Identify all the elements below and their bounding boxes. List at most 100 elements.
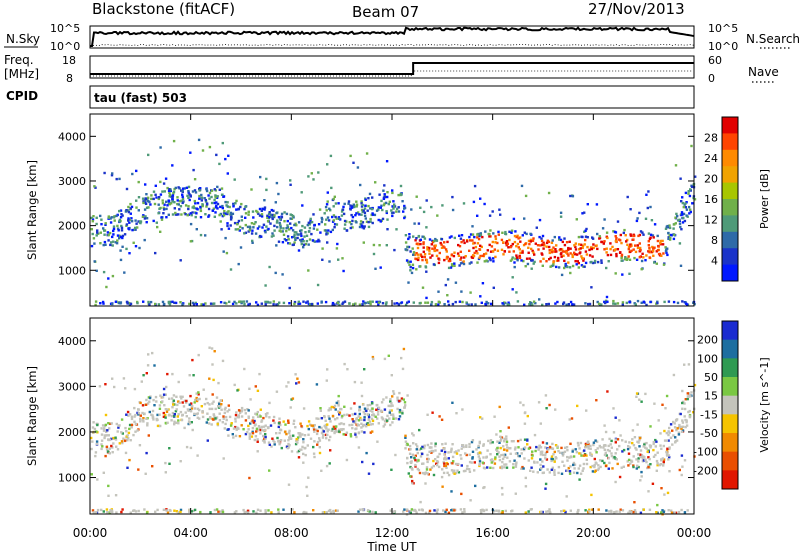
heatmap-cell	[610, 452, 613, 455]
heatmap-cell	[307, 476, 310, 479]
heatmap-cell	[411, 263, 415, 266]
heatmap-cell	[221, 359, 225, 363]
heatmap-cell	[300, 191, 303, 194]
heatmap-cell	[551, 250, 554, 253]
heatmap-cell	[225, 418, 228, 422]
heatmap-cell	[438, 251, 441, 255]
heatmap-cell	[287, 483, 291, 486]
nsky-label: N.Sky	[6, 32, 40, 46]
heatmap-cell	[647, 464, 650, 467]
heatmap-cell	[649, 425, 652, 428]
heatmap-cell	[468, 460, 472, 464]
heatmap-cell	[436, 508, 439, 511]
heatmap-cell	[452, 254, 456, 258]
heatmap-cell	[499, 466, 502, 469]
heatmap-cell	[526, 439, 529, 442]
heatmap-cell	[613, 455, 616, 459]
heatmap-cell	[559, 238, 563, 242]
heatmap-cell	[226, 410, 229, 413]
heatmap-cell	[620, 259, 623, 262]
heatmap-cell	[272, 439, 275, 442]
heatmap-cell	[391, 191, 394, 195]
heatmap-cell	[680, 200, 683, 203]
heatmap-cell	[357, 446, 361, 449]
heatmap-cell	[115, 214, 118, 218]
heatmap-cell	[341, 302, 344, 305]
heatmap-cell	[162, 415, 166, 418]
heatmap-cell	[164, 416, 167, 419]
heatmap-cell	[520, 448, 523, 451]
heatmap-cell	[548, 445, 552, 449]
heatmap-cell	[552, 264, 555, 267]
heatmap-cell	[149, 300, 153, 304]
heatmap-cell	[634, 250, 638, 254]
heatmap-cell	[170, 195, 173, 198]
heatmap-cell	[352, 203, 355, 206]
heatmap-cell	[501, 457, 505, 461]
heatmap-cell	[469, 291, 472, 294]
heatmap-cell	[551, 442, 554, 446]
heatmap-cell	[628, 441, 631, 444]
heatmap-cell	[323, 212, 326, 215]
heatmap-cell	[330, 429, 333, 432]
heatmap-cell	[676, 219, 680, 222]
heatmap-cell	[621, 273, 624, 276]
heatmap-cell	[176, 196, 179, 199]
heatmap-cell	[305, 239, 309, 243]
heatmap-cell	[410, 467, 413, 470]
heatmap-cell	[248, 302, 251, 306]
heatmap-cell	[345, 431, 349, 434]
heatmap-cell	[295, 231, 298, 234]
heatmap-cell	[418, 471, 422, 475]
heatmap-cell	[340, 428, 343, 431]
heatmap-cell	[350, 206, 353, 209]
heatmap-cell	[586, 245, 589, 249]
heatmap-cell	[112, 227, 116, 231]
heatmap-cell	[391, 214, 394, 218]
heatmap-cell	[400, 356, 403, 360]
heatmap-cell	[684, 206, 687, 209]
heatmap-cell	[678, 423, 681, 427]
heatmap-cell	[143, 208, 147, 211]
heatmap-cell	[584, 235, 588, 238]
heatmap-cell	[128, 413, 132, 416]
cpid-label: CPID	[6, 89, 38, 103]
heatmap-cell	[634, 244, 637, 247]
heatmap-cell	[560, 255, 563, 258]
heatmap-cell	[527, 510, 530, 513]
heatmap-cell	[384, 201, 388, 205]
heatmap-cell	[102, 510, 105, 513]
heatmap-cell	[278, 431, 281, 435]
heatmap-cell	[677, 433, 681, 436]
heatmap-cell	[193, 407, 197, 410]
heatmap-cell	[198, 408, 201, 412]
heatmap-cell	[297, 456, 301, 459]
heatmap-cell	[689, 210, 692, 214]
heatmap-cell	[365, 451, 368, 455]
heatmap-cell	[532, 300, 536, 303]
colorbar-tick-label: 200	[697, 334, 718, 347]
heatmap-cell	[574, 248, 578, 251]
heatmap-cell	[315, 383, 319, 386]
heatmap-cell	[435, 511, 439, 514]
heatmap-cell	[419, 206, 422, 209]
heatmap-cell	[552, 263, 555, 266]
heatmap-cell	[235, 302, 238, 305]
heatmap-cell	[449, 259, 452, 263]
heatmap-cell	[412, 442, 415, 445]
heatmap-cell	[232, 202, 235, 206]
heatmap-cell	[583, 243, 586, 246]
heatmap-cell	[495, 509, 498, 512]
heatmap-cell	[539, 450, 543, 454]
heatmap-cell	[409, 448, 412, 451]
heatmap-cell	[256, 210, 259, 214]
heatmap-cell	[92, 421, 95, 424]
heatmap-cell	[550, 455, 554, 458]
heatmap-cell	[257, 425, 261, 428]
heatmap-cell	[170, 397, 174, 400]
heatmap-cell	[291, 229, 295, 232]
heatmap-cell	[504, 232, 508, 236]
heatmap-cell	[674, 419, 678, 422]
heatmap-cell	[630, 510, 633, 513]
heatmap-cell	[453, 451, 456, 454]
